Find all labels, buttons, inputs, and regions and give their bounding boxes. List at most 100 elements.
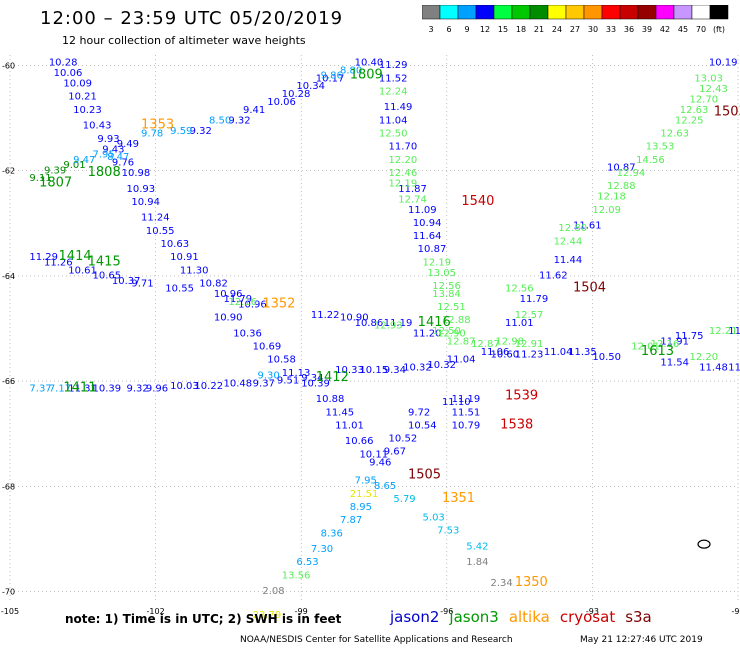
lon-tick-label: -99 xyxy=(295,607,308,616)
wave-height-label: 9.37 xyxy=(253,378,275,389)
wave-height-label: 11.75 xyxy=(675,331,704,342)
wave-height-label: 12.25 xyxy=(675,115,704,126)
page-title: 12:00 – 23:59 UTC 05/20/2019 xyxy=(40,8,344,29)
wave-height-label: 11.26 xyxy=(44,257,73,268)
legend-tick-label: 45 xyxy=(678,25,688,34)
lon-tick-label: -96 xyxy=(440,607,453,616)
island-outline xyxy=(697,539,711,549)
wave-height-label: 12.44 xyxy=(554,236,583,247)
wave-height-label: 10.61 xyxy=(68,265,97,276)
wave-height-label: 12.16 xyxy=(228,297,257,308)
wave-height-label: 9.93 xyxy=(97,134,119,145)
wave-height-label: 9.72 xyxy=(408,407,430,418)
wave-height-label: 10.36 xyxy=(233,328,262,339)
wave-height-label: 10.90 xyxy=(214,313,243,324)
wave-height-label: 11.01 xyxy=(335,420,364,431)
wave-height-label: 10.06 xyxy=(54,68,83,79)
wave-height-label: 10.22 xyxy=(194,381,223,392)
lon-tick-label: -90 xyxy=(731,607,740,616)
wave-height-label: 10.39 xyxy=(301,378,330,389)
pass-number-label: 1350 xyxy=(515,575,548,590)
wave-height-label: 10.32 xyxy=(427,360,456,371)
wave-height-label: 12.74 xyxy=(398,194,427,205)
wave-height-label: 11.22 xyxy=(311,310,340,321)
pass-number-label: 1416 xyxy=(418,315,451,330)
wave-height-label: 7.95 xyxy=(355,476,377,487)
wave-height-label: 12.51 xyxy=(437,302,466,313)
wave-height-label: 9.96 xyxy=(146,384,168,395)
wave-height-label: 5.03 xyxy=(423,512,445,523)
wave-height-label: 11.55 xyxy=(728,363,740,374)
wave-height-label: 12.20 xyxy=(689,352,718,363)
wave-height-label: 11.31 xyxy=(68,384,97,395)
wave-height-label: 11.54 xyxy=(660,357,689,368)
color-scale-legend: 3 6 9 12 15 18 21 24 27 30 33 36 39 42 45 70 (ft) xyxy=(422,5,729,34)
wave-height-label: 10.86 xyxy=(355,318,384,329)
wave-height-label: 11.70 xyxy=(389,142,418,153)
satellite-legend-jason3: jason3 xyxy=(449,608,499,626)
wave-height-label: 10.87 xyxy=(607,163,636,174)
wave-height-label: 11.20 xyxy=(413,328,442,339)
wave-height-label: 9.32 xyxy=(190,126,212,137)
wave-height-label: 10.88 xyxy=(316,394,345,405)
wave-height-label: 11.09 xyxy=(408,205,437,216)
legend-tick-label: 12 xyxy=(480,25,490,34)
satellite-legend-s3a: s3a xyxy=(625,608,652,626)
wave-height-label: 10.55 xyxy=(146,226,175,237)
wave-height-label: 10.34 xyxy=(296,81,325,92)
wave-height-label: 11.29 xyxy=(379,60,408,71)
wave-height-label: 9.47 xyxy=(73,155,95,166)
wave-height-label: 12.80 xyxy=(558,223,587,234)
wave-height-label: 11.64 xyxy=(413,231,442,242)
wave-height-label: 12.09 xyxy=(592,205,621,216)
wave-height-label: 11.49 xyxy=(384,102,413,113)
wave-height-label: 10.15 xyxy=(359,365,388,376)
lon-tick-label: -102 xyxy=(147,607,165,616)
wave-height-label: 9.32 xyxy=(228,115,250,126)
pass-number-label: 1808 xyxy=(88,165,121,180)
pass-number-label: 1412 xyxy=(316,370,349,385)
legend-swatch xyxy=(709,5,729,20)
wave-height-label: 9.49 xyxy=(117,139,139,150)
wave-height-label: 10.52 xyxy=(389,434,418,445)
lat-tick-label: -70 xyxy=(2,587,15,596)
wave-height-label: 8.80 xyxy=(340,65,362,76)
wave-height-label: 9.39 xyxy=(44,165,66,176)
wave-height-label: 10.06 xyxy=(267,97,296,108)
wave-height-label: 10.54 xyxy=(408,420,437,431)
wave-height-label: 9.78 xyxy=(141,129,163,140)
wave-height-label: 7.37 xyxy=(29,384,51,395)
lat-tick-label: -60 xyxy=(2,62,15,71)
pass-number-label: 1809 xyxy=(350,68,383,83)
wave-height-label: 11.79 xyxy=(520,294,549,305)
wave-height-label: 11.29 xyxy=(29,252,58,263)
wave-height-label: 12.91 xyxy=(515,339,544,350)
legend-tick-label: 3 xyxy=(428,25,433,34)
wave-height-label: 9.67 xyxy=(384,447,406,458)
wave-height-label: 12.90 xyxy=(437,328,466,339)
wave-height-label: 12.57 xyxy=(515,310,544,321)
pass-number-label: 1414 xyxy=(59,249,92,264)
wave-height-label: 9.30 xyxy=(258,370,280,381)
wave-height-label: 13.84 xyxy=(432,289,461,300)
wave-height-label: 11.24 xyxy=(141,213,170,224)
wave-height-label: 12.63 xyxy=(680,105,709,116)
wave-height-label: 10.43 xyxy=(83,121,112,132)
wave-height-label: 14.56 xyxy=(636,155,665,166)
pass-number-label: 1415 xyxy=(88,254,121,269)
pass-number-label: 1352 xyxy=(262,296,295,311)
credit-line: NOAA/NESDIS Center for Satellite Applica… xyxy=(240,635,513,645)
wave-height-label: 11.13 xyxy=(282,368,311,379)
pass-number-label: 1504 xyxy=(573,281,606,296)
pass-number-label: 1539 xyxy=(505,389,538,404)
footnote: note: 1) Time is in UTC; 2) SWH is in fe… xyxy=(65,612,342,626)
wave-height-label: 12.24 xyxy=(379,86,408,97)
wave-height-label: 13.05 xyxy=(427,268,456,279)
legend-tick-label: 33 xyxy=(606,25,616,34)
wave-height-label: 10.96 xyxy=(238,299,267,310)
wave-height-label: 12.87 xyxy=(447,336,476,347)
wave-height-label: 11.51 xyxy=(452,407,481,418)
wave-height-label: 7.53 xyxy=(437,526,459,537)
wave-height-label: 9.51 xyxy=(277,376,299,387)
wave-height-label: 10.87 xyxy=(418,244,447,255)
